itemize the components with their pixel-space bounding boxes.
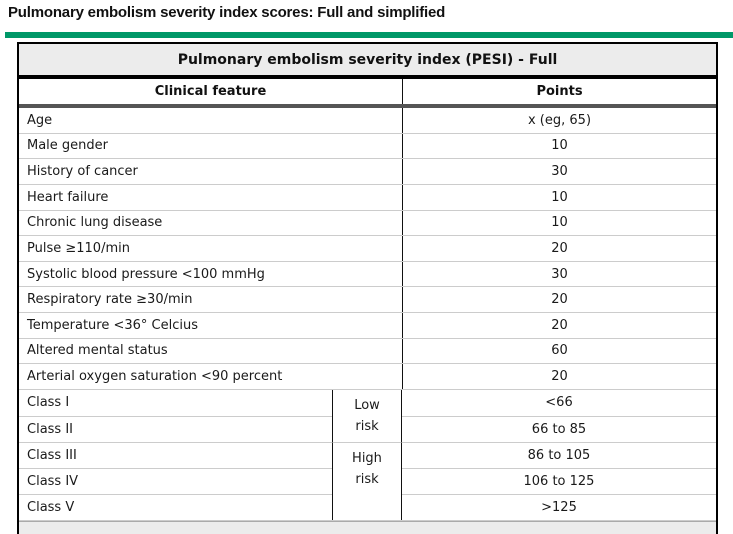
low-risk-label: Low risk [354,397,380,434]
column-header-points: Points [402,79,716,104]
class-label-cell: Class IV [19,467,332,494]
table-title: Pulmonary embolism severity index (PESI)… [19,44,716,79]
class-label-cell: Class II [19,415,332,442]
high-risk-label: High risk [352,450,382,487]
table-row: Respiratory rate ≥30/min 20 [19,287,716,313]
points-cell: 30 [402,261,716,287]
points-cell: 10 [402,184,716,210]
points-cell: x (eg, 65) [402,108,716,133]
page-title: Pulmonary embolism severity index scores… [8,4,446,21]
points-range-cell: 66 to 85 [402,415,716,442]
clinical-feature-cell: Temperature <36° Celcius [27,317,199,333]
table-body: Age x (eg, 65) Male gender 10 History of… [19,108,716,390]
clinical-feature-cell: Systolic blood pressure <100 mmHg [27,266,265,282]
points-range-cell: <66 [545,395,573,411]
table-row: History of cancer 30 [19,159,716,185]
points-cell: 20 [402,313,716,338]
risk-class-section: Class I Class II Class III Class IV Clas… [19,389,716,521]
class-label-cell: Class V [19,493,332,520]
table-row: Systolic blood pressure <100 mmHg 30 [19,261,716,288]
table-row: Arterial oxygen saturation <90 percent 2… [19,364,716,390]
table-row: Chronic lung disease 10 [19,210,716,237]
clinical-feature-cell: Pulse ≥110/min [27,240,130,256]
table-row: Heart failure 10 [19,184,716,211]
clinical-feature-cell: Chronic lung disease [27,215,163,231]
clinical-feature-cell: Altered mental status [27,343,168,359]
table-row: Male gender 10 [19,133,716,160]
column-header-row: Clinical feature Points [19,79,716,108]
class-label-cell: Class III [19,441,332,468]
pesi-full-table: Pulmonary embolism severity index (PESI)… [17,42,718,534]
points-cell: 20 [402,287,716,312]
clinical-feature-cell: Arterial oxygen saturation <90 percent [27,369,283,385]
low-risk-cell: Low risk [332,389,402,442]
clinical-feature-cell: Heart failure [27,189,109,205]
points-cell: 20 [402,364,716,389]
table-row: Temperature <36° Celcius 20 [19,313,716,339]
points-range-cell: 86 to 105 [402,441,716,468]
clinical-feature-cell: History of cancer [27,164,138,180]
points-cell: 10 [402,133,716,159]
points-range-cell: 106 to 125 [402,467,716,494]
points-cell: 10 [402,210,716,236]
clinical-feature-cell: Male gender [27,138,109,154]
next-table-sliver [19,520,716,534]
class-label-cell: Class I [27,395,70,411]
clinical-feature-cell: Age [27,112,53,128]
clinical-feature-cell: Respiratory rate ≥30/min [27,292,193,308]
table-row: Age x (eg, 65) [19,108,716,134]
points-cell: 60 [402,338,716,364]
table-row: Pulse ≥110/min 20 [19,236,716,262]
column-header-clinical-feature: Clinical feature [154,84,267,99]
points-cell: 30 [402,159,716,184]
points-cell: 20 [402,236,716,261]
green-accent-bar [5,32,733,38]
points-range-cell: >125 [402,493,716,520]
table-row: Altered mental status 60 [19,338,716,365]
high-risk-cell: High risk [332,441,402,520]
